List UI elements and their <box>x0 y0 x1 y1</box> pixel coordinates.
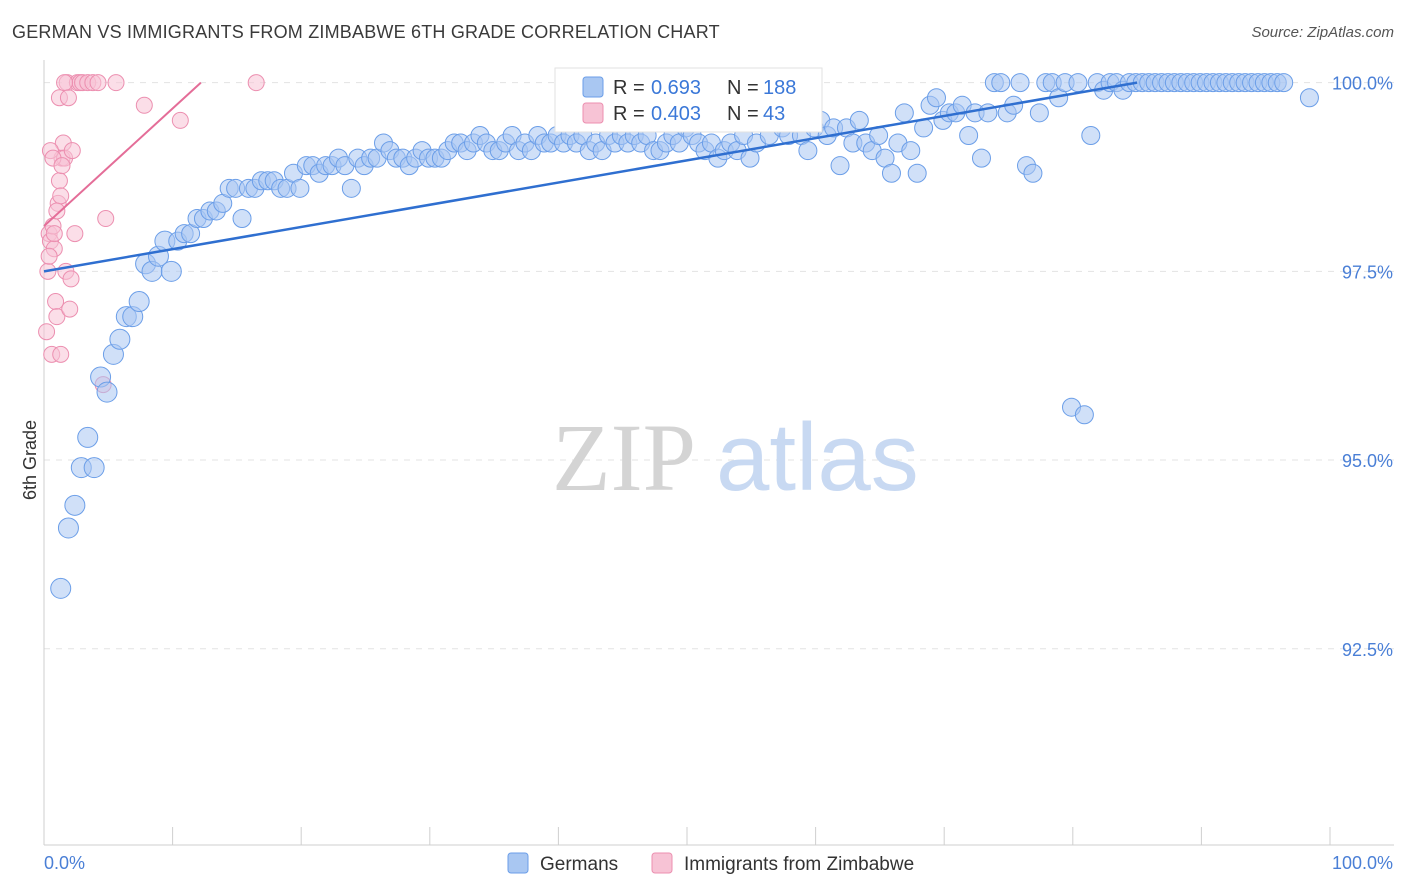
germans-point-191 <box>1299 88 1319 108</box>
germans-point-190 <box>1274 73 1294 93</box>
germans-point-5 <box>83 457 105 479</box>
zimbabwe-point-27 <box>97 210 115 228</box>
series-germans-points <box>50 73 1319 599</box>
trend-line-zimbabwe <box>43 81 202 227</box>
grid-lines <box>44 82 1394 650</box>
germans-point-159 <box>1074 405 1094 425</box>
germans-point-9 <box>109 328 131 350</box>
germans-point-151 <box>1023 163 1043 183</box>
series-legend: Germans Immigrants from Zimbabwe <box>507 852 914 875</box>
legend-n-label-2: N = <box>727 103 759 125</box>
chart-title: GERMAN VS IMMIGRANTS FROM ZIMBABWE 6TH G… <box>12 22 720 42</box>
germans-point-12 <box>128 291 150 313</box>
zimbabwe-point-10 <box>50 172 68 190</box>
trend-line-germans <box>43 81 1138 273</box>
germans-point-28 <box>232 209 252 229</box>
y-axis-label: 6th Grade <box>20 420 40 500</box>
axes <box>43 60 1394 846</box>
y-tick-label-1: 97.5% <box>1342 262 1393 282</box>
zimbabwe-point-17 <box>61 300 79 318</box>
y-tick-label-2: 95.0% <box>1342 451 1393 471</box>
germans-point-2 <box>64 494 86 516</box>
germans-point-4 <box>77 426 99 448</box>
zimbabwe-point-38 <box>59 89 77 107</box>
germans-point-17 <box>160 260 182 282</box>
bottom-legend-zimbabwe: Immigrants from Zimbabwe <box>684 854 914 875</box>
x-tick-label-right: 100.0% <box>1332 853 1393 873</box>
germans-point-143 <box>971 148 991 168</box>
germans-point-129 <box>881 163 901 183</box>
legend-r-label-2: R = <box>613 103 645 125</box>
legend-n-value-2: 43 <box>763 103 785 125</box>
bottom-legend-germans: Germans <box>540 854 618 875</box>
zimbabwe-point-41 <box>45 225 63 243</box>
germans-point-7 <box>96 381 118 403</box>
zimbabwe-point-25 <box>89 74 107 92</box>
zimbabwe-point-31 <box>247 74 265 92</box>
zimbabwe-point-42 <box>52 345 70 363</box>
germans-point-45 <box>341 178 361 198</box>
germans-point-1 <box>57 517 79 539</box>
legend-swatch-germans <box>582 76 604 98</box>
y-tick-labels: 100.0% 97.5% 95.0% 92.5% <box>1332 74 1393 660</box>
chart-source: Source: ZipAtlas.com <box>1251 24 1394 41</box>
legend-swatch-zimbabwe <box>582 102 604 124</box>
zimbabwe-point-8 <box>48 308 66 326</box>
zimbabwe-point-7 <box>47 293 65 311</box>
series-zimbabwe-points <box>38 74 265 394</box>
germans-point-0 <box>50 577 72 599</box>
zimbabwe-point-29 <box>135 96 153 114</box>
germans-point-116 <box>798 141 818 161</box>
germans-point-37 <box>290 178 310 198</box>
zimbabwe-point-19 <box>66 225 84 243</box>
germans-point-158 <box>1068 73 1088 93</box>
bottom-legend-swatch-germans <box>507 852 529 874</box>
bottom-legend-swatch-zimbabwe <box>651 852 673 874</box>
germans-point-141 <box>959 125 979 145</box>
stats-legend: R = 0.693 N = 188 R = 0.403 N = 43 <box>554 67 823 133</box>
y-tick-label-0: 100.0% <box>1332 74 1393 94</box>
zimbabwe-point-28 <box>107 74 125 92</box>
legend-n-label-1: N = <box>727 77 759 99</box>
trend-lines <box>43 81 1138 273</box>
legend-r-value-1: 0.693 <box>651 77 701 99</box>
legend-n-value-1: 188 <box>763 77 796 99</box>
watermark-atlas: atlas <box>716 404 919 511</box>
watermark: ZIP atlas <box>552 404 919 511</box>
zimbabwe-point-11 <box>52 187 70 205</box>
zimbabwe-point-18 <box>63 142 81 160</box>
zimbabwe-point-34 <box>48 202 66 220</box>
germans-point-132 <box>901 141 921 161</box>
zimbabwe-point-36 <box>53 157 71 175</box>
germans-point-136 <box>926 88 946 108</box>
zimbabwe-point-0 <box>38 323 56 341</box>
germans-point-149 <box>1010 73 1030 93</box>
germans-point-152 <box>1029 103 1049 123</box>
germans-point-160 <box>1081 125 1101 145</box>
x-tick-label-left: 0.0% <box>44 853 85 873</box>
germans-point-131 <box>894 103 914 123</box>
zimbabwe-point-30 <box>171 111 189 129</box>
zimbabwe-point-37 <box>56 74 74 92</box>
y-tick-label-3: 92.5% <box>1342 640 1393 660</box>
zimbabwe-point-40 <box>40 247 58 265</box>
germans-point-124 <box>849 110 869 130</box>
watermark-zip: ZIP <box>552 404 696 511</box>
legend-r-label-1: R = <box>613 77 645 99</box>
legend-r-value-2: 0.403 <box>651 103 701 125</box>
germans-point-146 <box>991 73 1011 93</box>
germans-point-121 <box>830 156 850 176</box>
germans-point-133 <box>907 163 927 183</box>
zimbabwe-point-39 <box>62 270 80 288</box>
